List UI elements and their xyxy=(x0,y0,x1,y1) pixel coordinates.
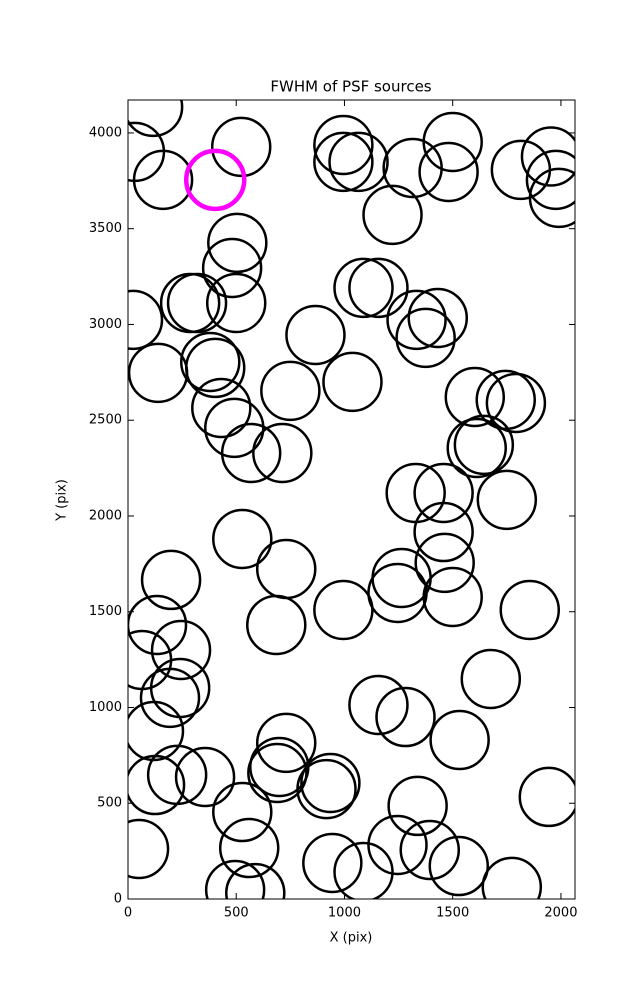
psf-source xyxy=(302,832,363,894)
highlighted-source xyxy=(183,148,247,212)
psf-source xyxy=(399,819,461,881)
psf-source xyxy=(166,272,228,334)
psf-source xyxy=(348,674,409,736)
psf-source xyxy=(528,167,575,229)
psf-source xyxy=(375,686,436,748)
psf-source xyxy=(204,859,266,899)
psf-source xyxy=(174,746,236,808)
psf-source xyxy=(348,257,409,319)
psf-source xyxy=(201,237,263,299)
x-tick-label: 500 xyxy=(224,906,249,921)
y-tick-label: 1000 xyxy=(89,700,122,715)
psf-source xyxy=(520,126,575,187)
psf-source xyxy=(313,131,374,193)
psf-source xyxy=(212,508,273,570)
psf-source xyxy=(333,257,394,319)
psf-source xyxy=(413,501,474,563)
psf-source xyxy=(413,462,474,524)
x-tick-label: 1500 xyxy=(436,906,469,921)
chart-title: FWHM of PSF sources xyxy=(270,78,431,96)
psf-source xyxy=(428,835,490,897)
y-axis-label: Y (pix) xyxy=(55,479,70,522)
y-tick-label: 4000 xyxy=(89,125,122,140)
psf-source xyxy=(525,149,575,211)
psf-source xyxy=(296,758,357,820)
x-tick-label: 1000 xyxy=(328,906,361,921)
psf-source xyxy=(414,532,475,594)
x-tick-label: 0 xyxy=(124,906,132,921)
psf-source xyxy=(210,116,272,178)
psf-source xyxy=(218,817,280,879)
y-tick-label: 500 xyxy=(97,796,122,811)
psf-source xyxy=(446,417,507,479)
y-tick-label: 2500 xyxy=(89,413,122,428)
psf-source xyxy=(146,744,208,806)
psf-source xyxy=(387,775,448,837)
psf-source xyxy=(212,781,273,843)
psf-source xyxy=(225,862,286,899)
psf-source xyxy=(367,814,428,876)
psf-source xyxy=(429,709,490,771)
psf-source xyxy=(460,648,522,710)
psf-source xyxy=(128,289,164,351)
psf-source xyxy=(422,111,483,173)
x-axis-label: X (pix) xyxy=(330,931,373,946)
y-tick-label: 3000 xyxy=(89,317,122,332)
psf-source xyxy=(139,667,201,729)
psf-source xyxy=(418,141,479,203)
psf-source xyxy=(246,594,307,656)
psf-source xyxy=(128,818,170,880)
psf-source xyxy=(128,700,185,762)
psf-source xyxy=(191,377,252,439)
y-tick-label: 3500 xyxy=(89,221,122,236)
psf-source xyxy=(220,422,282,484)
psf-source xyxy=(476,469,538,531)
psf-source xyxy=(128,100,184,138)
psf-source xyxy=(518,766,575,828)
y-tick-label: 0 xyxy=(114,892,122,907)
psf-source xyxy=(255,712,317,774)
x-tick-label: 2000 xyxy=(544,906,577,921)
psf-source xyxy=(386,289,447,351)
psf-source xyxy=(313,114,374,176)
psf-source xyxy=(333,841,394,899)
psf-source xyxy=(362,184,423,246)
psf-source xyxy=(285,304,346,366)
psf-source xyxy=(300,752,361,814)
y-tick-label: 1500 xyxy=(89,604,122,619)
psf-source xyxy=(407,287,469,349)
psf-source xyxy=(422,566,483,628)
psf-source xyxy=(367,562,428,624)
psf-source xyxy=(322,351,383,413)
axes-frame xyxy=(127,99,576,900)
psf-source xyxy=(481,856,543,899)
psf-source xyxy=(260,360,321,422)
psf-source xyxy=(180,331,241,393)
psf-source xyxy=(499,579,561,641)
psf-source xyxy=(132,149,194,211)
psf-source xyxy=(205,272,267,334)
y-tick-label: 2000 xyxy=(89,508,122,523)
psf-source xyxy=(313,579,374,641)
psf-source xyxy=(453,414,515,476)
plot-area xyxy=(128,100,575,899)
psf-source xyxy=(247,742,308,804)
psf-source xyxy=(150,619,212,681)
psf-source xyxy=(140,549,202,611)
psf-source xyxy=(328,131,389,193)
psf-source xyxy=(485,372,547,434)
psf-source xyxy=(444,366,506,428)
psf-source xyxy=(207,212,268,274)
psf-source xyxy=(252,422,313,484)
psf-source xyxy=(128,342,189,404)
psf-source xyxy=(395,307,456,369)
